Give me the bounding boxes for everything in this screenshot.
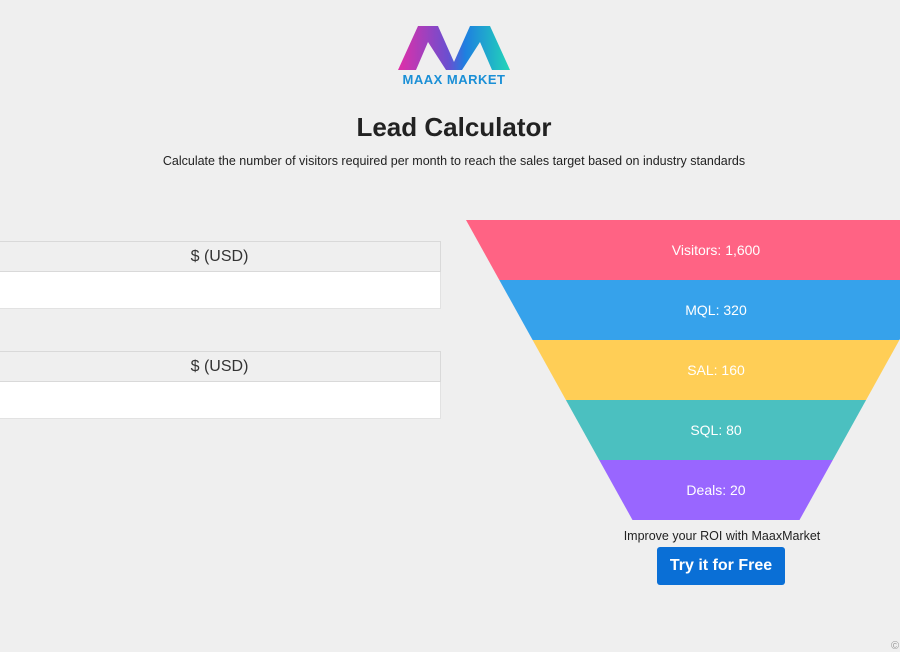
currency-addon: $ (USD) xyxy=(0,241,441,272)
logo-mark-icon xyxy=(398,26,510,70)
amount-input-1[interactable] xyxy=(0,272,441,309)
amount-field-group-1: $ (USD) xyxy=(0,241,441,309)
logo-text: MAAX MARKET xyxy=(402,72,506,87)
page-subtitle: Calculate the number of visitors require… xyxy=(162,154,746,168)
funnel-stage-2 xyxy=(532,340,900,400)
maax-market-logo: MAAX MARKET xyxy=(396,24,512,90)
funnel-stage-label: MQL: 320 xyxy=(685,302,747,318)
funnel-stage-label: Deals: 20 xyxy=(686,482,745,498)
amount-input-2[interactable] xyxy=(0,382,441,419)
funnel-stage-label: SAL: 160 xyxy=(687,362,745,378)
funnel-stage-1 xyxy=(499,280,900,340)
funnel-stage-4 xyxy=(599,460,833,520)
funnel-stage-label: Visitors: 1,600 xyxy=(672,242,761,258)
roi-text: Improve your ROI with MaaxMarket xyxy=(623,529,821,543)
page-title: Lead Calculator xyxy=(356,112,552,142)
copyright-text: © xyxy=(891,640,900,652)
amount-field-group-2: $ (USD) xyxy=(0,351,441,419)
currency-addon: $ (USD) xyxy=(0,351,441,382)
funnel-stage-label: SQL: 80 xyxy=(690,422,742,438)
try-free-button[interactable]: Try it for Free xyxy=(657,547,785,585)
funnel-stage-0 xyxy=(466,220,900,280)
funnel-stage-3 xyxy=(565,400,867,460)
